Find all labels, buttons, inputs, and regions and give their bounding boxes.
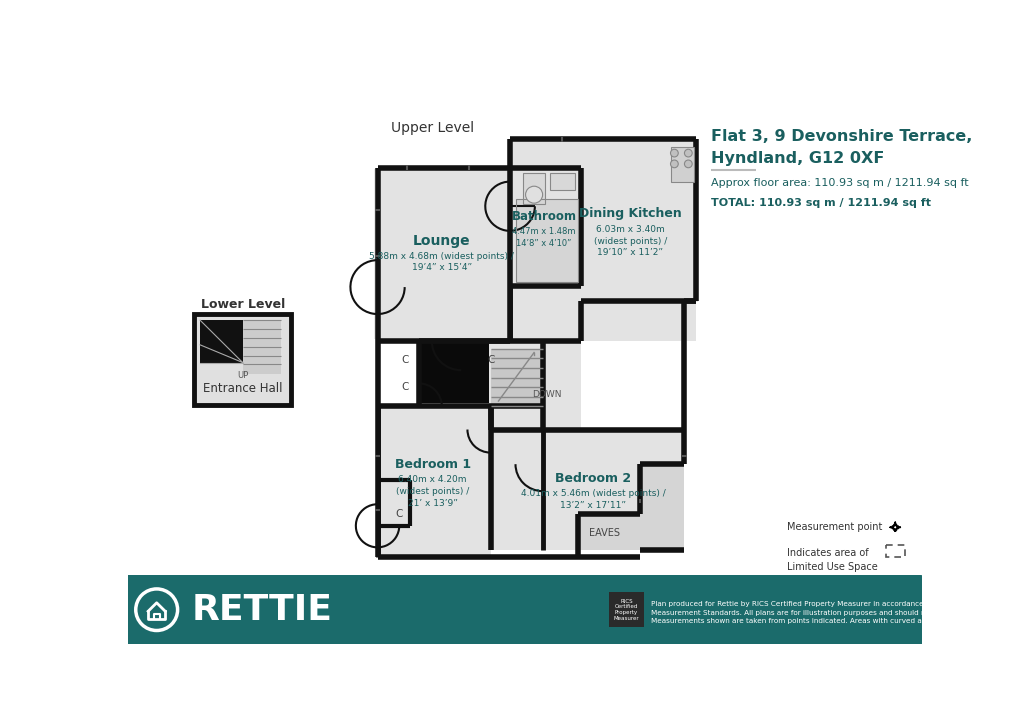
- Text: Indicates area of
Limited Use Space: Indicates area of Limited Use Space: [786, 548, 878, 572]
- Bar: [578, 514, 684, 550]
- Circle shape: [684, 160, 692, 168]
- Text: UP: UP: [238, 371, 249, 380]
- Text: Bedroom 2: Bedroom 2: [555, 471, 631, 484]
- Text: Entrance Hall: Entrance Hall: [203, 382, 283, 395]
- Circle shape: [684, 149, 692, 157]
- Text: RICS
Certified
Property
Measurer: RICS Certified Property Measurer: [613, 599, 639, 621]
- Text: Approx floor area: 110.93 sq m / 1211.94 sq ft: Approx floor area: 110.93 sq m / 1211.94…: [711, 177, 969, 188]
- Bar: [378, 406, 490, 557]
- Text: Lounge: Lounge: [413, 234, 471, 248]
- Bar: [194, 314, 291, 405]
- Circle shape: [671, 160, 678, 168]
- Bar: [194, 314, 291, 405]
- Bar: [378, 479, 410, 526]
- Bar: [419, 341, 582, 406]
- Text: C: C: [487, 355, 495, 365]
- Circle shape: [671, 149, 678, 157]
- Bar: [582, 168, 696, 301]
- Text: Upper Level: Upper Level: [391, 121, 474, 135]
- Text: 5.88m x 4.68m (widest points) /
19’4” x 15’4”: 5.88m x 4.68m (widest points) / 19’4” x …: [370, 252, 514, 272]
- Bar: [490, 349, 541, 406]
- Text: TOTAL: 110.93 sq m / 1211.94 sq ft: TOTAL: 110.93 sq m / 1211.94 sq ft: [711, 198, 931, 208]
- Text: Dining Kitchen: Dining Kitchen: [579, 208, 682, 220]
- Text: C: C: [401, 382, 410, 392]
- Bar: [515, 198, 578, 282]
- Text: Flat 3, 9 Devonshire Terrace,
Hyndland, G12 0XF: Flat 3, 9 Devonshire Terrace, Hyndland, …: [711, 129, 972, 167]
- Bar: [510, 168, 582, 285]
- Bar: [421, 343, 489, 403]
- Text: RETTIE: RETTIE: [191, 594, 333, 628]
- Text: C: C: [395, 509, 402, 519]
- Bar: [200, 320, 243, 363]
- Text: 6.40m x 4.20m
(widest points) /
21’ x 13’9”: 6.40m x 4.20m (widest points) / 21’ x 13…: [396, 475, 469, 508]
- Text: C: C: [401, 355, 410, 365]
- Ellipse shape: [525, 186, 543, 203]
- Bar: [886, 545, 904, 557]
- Bar: [243, 320, 282, 374]
- Bar: [523, 169, 586, 283]
- Text: 4.01m x 5.46m (widest points) /
13’2” x 17’11”: 4.01m x 5.46m (widest points) / 13’2” x …: [520, 489, 666, 510]
- Bar: [582, 301, 696, 341]
- Bar: [550, 173, 575, 190]
- Text: Plan produced for Rettie by RICS Certified Property Measurer in accordance with : Plan produced for Rettie by RICS Certifi…: [651, 601, 1024, 624]
- Bar: [510, 285, 582, 341]
- Bar: [523, 173, 545, 204]
- Bar: [369, 133, 710, 572]
- Bar: [128, 575, 922, 644]
- Bar: [375, 169, 523, 340]
- Bar: [523, 173, 545, 204]
- Text: Measurement point: Measurement point: [786, 522, 882, 532]
- Text: 4.47m x 1.48m
14’8” x 4’10”: 4.47m x 1.48m 14’8” x 4’10”: [512, 227, 575, 248]
- Bar: [671, 147, 693, 182]
- Bar: [515, 198, 578, 282]
- Text: DOWN: DOWN: [531, 390, 561, 400]
- Bar: [378, 168, 510, 341]
- Text: 6.03m x 3.40m
(widest points) /
19’10” x 11’2”: 6.03m x 3.40m (widest points) / 19’10” x…: [594, 224, 667, 257]
- Bar: [608, 592, 644, 628]
- Bar: [523, 139, 697, 303]
- Bar: [550, 173, 575, 190]
- Bar: [510, 139, 696, 168]
- Bar: [640, 464, 684, 550]
- Bar: [671, 147, 693, 182]
- Bar: [490, 406, 582, 429]
- Text: Bathroom: Bathroom: [512, 210, 577, 223]
- Polygon shape: [879, 533, 922, 575]
- Text: Bedroom 1: Bedroom 1: [394, 458, 471, 471]
- Text: Lower Level: Lower Level: [201, 298, 285, 311]
- Text: EAVES: EAVES: [589, 529, 621, 539]
- Bar: [490, 429, 684, 550]
